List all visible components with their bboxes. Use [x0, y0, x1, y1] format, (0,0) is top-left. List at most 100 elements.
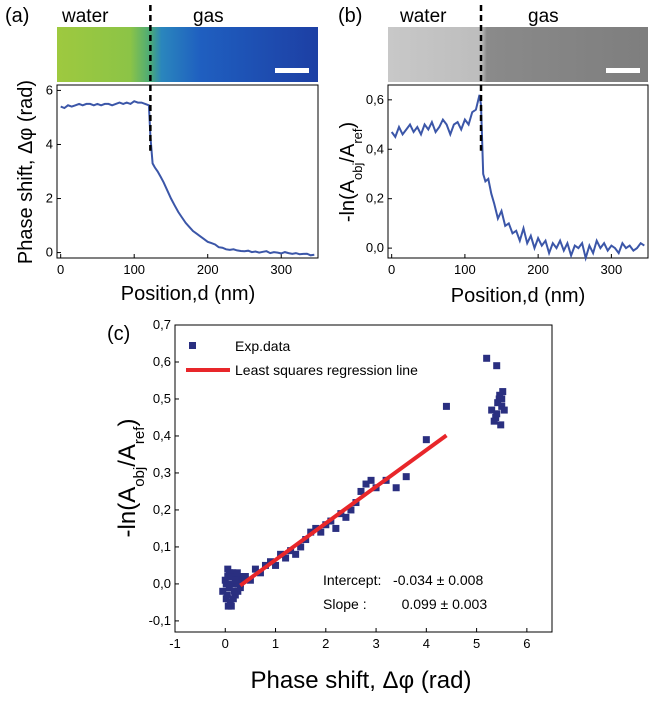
scatter-point [422, 436, 430, 444]
y-label-c-sub1: obj [131, 467, 148, 487]
image-strip-a [57, 27, 318, 82]
b-x-tick-label: 100 [454, 262, 476, 277]
a-series-line [60, 100, 315, 257]
scatter-point [222, 580, 230, 588]
scatter-point [231, 591, 239, 599]
b-y-tick-label: 0,4 [366, 141, 384, 156]
x-axis-label-c: Phase shift, Δφ (rad) [250, 667, 471, 694]
scale-bar-a [275, 68, 309, 73]
scatter-point [496, 391, 504, 399]
panel-b: (b) water gas 0 100 200 300 0,0 0,2 0,4 0,6 Pos… [337, 5, 649, 307]
axes-a: 0 100 200 300 0 2 4 6 [46, 82, 292, 277]
plot-frame-a [56, 84, 319, 259]
y-label-c-sub2: ref [131, 426, 148, 444]
c-x-tick-label: 1 [272, 636, 279, 651]
b-x-tick-label: 300 [601, 262, 623, 277]
a-y-tick-label: 6 [46, 82, 53, 97]
scatter-point [251, 565, 259, 573]
panel-a: (a) water gas 0 100 200 300 0 2 4 6 Position,d … [5, 5, 319, 305]
gas-label-a: gas [193, 6, 224, 27]
gas-label-b: gas [528, 6, 559, 27]
scatter-point [225, 584, 233, 592]
panel-c: (c) -1 0 1 2 3 4 5 6 -0,1 0,0 0,1 0,2 0,3 0,4 0,5 0,6 0,… [107, 317, 553, 694]
legend-label-regression: Least squares regression line [235, 362, 418, 378]
scatter-point [497, 421, 505, 429]
b-y-tick-label: 0,6 [366, 92, 384, 107]
c-x-tick-label: 6 [523, 636, 530, 651]
c-y-tick-label: 0,7 [153, 317, 171, 332]
intercept-annotation: Intercept: -0.034 ± 0.008 [323, 572, 483, 588]
scatter-point [224, 602, 232, 610]
x-axis-label-a: Position,d (nm) [121, 283, 256, 305]
scatter-point [230, 587, 238, 595]
a-y-tick-label: 2 [46, 191, 53, 206]
a-x-tick-label: 0 [57, 262, 64, 277]
scatter-point [493, 410, 501, 418]
scatter-point [493, 362, 501, 370]
scatter-point [222, 595, 230, 603]
scatter-point [231, 576, 239, 584]
scatter-point [494, 399, 502, 407]
y-axis-label-b: -ln(Aobj/Aref) [337, 122, 365, 222]
a-y-tick-label: 4 [46, 136, 53, 151]
scatter-point [229, 569, 237, 577]
regression-line [239, 433, 448, 588]
scatter-point [362, 480, 370, 488]
b-y-tick-label: 0,0 [366, 240, 384, 255]
scatter-point [239, 576, 247, 584]
scatter-point [402, 473, 410, 481]
scatter-point [490, 417, 498, 425]
c-x-tick-label: -1 [169, 636, 181, 651]
c-y-tick-label: 0,2 [153, 502, 171, 517]
image-strip-b [388, 27, 648, 82]
water-label-a: water [61, 6, 109, 27]
c-y-tick-label: 0,5 [153, 391, 171, 406]
scatter-point [219, 587, 227, 595]
scatter-point [492, 413, 500, 421]
scatter-point [234, 580, 242, 588]
scatter-point [224, 565, 232, 573]
legend-label-expdata: Exp.data [235, 338, 290, 354]
plot-frame-b [387, 84, 649, 259]
scatter-point [226, 598, 234, 606]
axes-b: 0 100 200 300 0,0 0,2 0,4 0,6 [366, 92, 622, 277]
scale-bar-b [606, 68, 640, 73]
scatter-point [282, 554, 290, 562]
y-label-b-sub1: obj [350, 162, 365, 179]
scatter-point [229, 595, 237, 603]
panel-label-b: (b) [338, 5, 362, 27]
b-x-tick-label: 200 [527, 262, 549, 277]
x-axis-label-b: Position,d (nm) [451, 285, 586, 307]
c-y-tick-label: -0,1 [149, 613, 171, 628]
scatter-point [292, 550, 300, 558]
b-series-line [390, 94, 645, 262]
scatter-point [483, 354, 491, 362]
scatter-point [223, 591, 231, 599]
water-label-b: water [399, 6, 447, 27]
data-marks-b [390, 94, 645, 262]
c-y-tick-label: 0,4 [153, 428, 171, 443]
scatter-point [241, 573, 249, 581]
scatter-point [221, 576, 229, 584]
scatter-point [225, 569, 233, 577]
scatter-point [236, 584, 244, 592]
scatter-point [500, 406, 508, 414]
scatter-point [233, 569, 241, 577]
legend-marker-expdata [189, 342, 196, 349]
scatter-point [272, 561, 280, 569]
y-axis-label-a: Phase shift, Δφ (rad) [15, 80, 37, 264]
scatter-point [498, 395, 506, 403]
b-y-tick-label: 0,2 [366, 191, 384, 206]
c-x-tick-label: 4 [423, 636, 430, 651]
a-x-tick-label: 200 [197, 262, 219, 277]
c-x-tick-label: 0 [222, 636, 229, 651]
plot-frame-c [174, 324, 553, 633]
c-y-tick-label: 0,1 [153, 539, 171, 554]
scatter-point [498, 402, 506, 410]
c-y-tick-label: 0,0 [153, 576, 171, 591]
y-axis-label-c: -ln(Aobj/Aref) [114, 419, 148, 538]
scatter-point [226, 580, 234, 588]
y-label-b-sub2: ref [350, 128, 365, 144]
legend: Exp.data Least squares regression line [186, 338, 418, 378]
scatter-point [442, 402, 450, 410]
